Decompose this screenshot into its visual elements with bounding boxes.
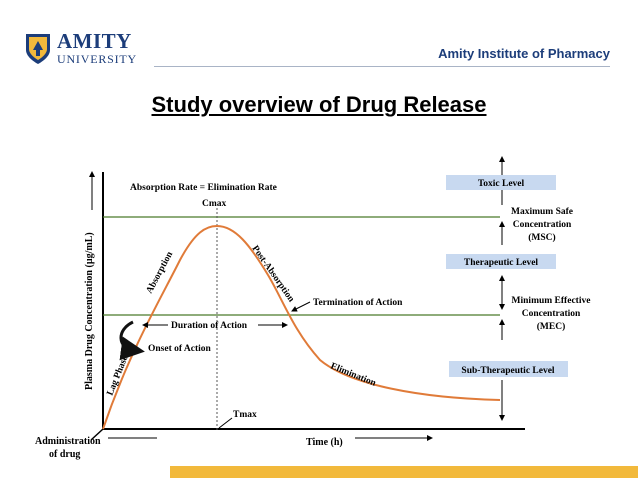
mec-label-line2: Concentration — [522, 309, 581, 319]
origin-tick — [90, 428, 104, 441]
y-axis-label: Plasma Drug Concentration (µg/mL) — [84, 232, 95, 390]
absorption-equals-elimination-label: Absorption Rate = Elimination Rate — [130, 183, 277, 193]
msc-label-line2: Concentration — [513, 220, 572, 230]
toxic-level-label: Toxic Level — [478, 179, 525, 189]
sub-therapeutic-level-label: Sub-Therapeutic Level — [461, 366, 555, 376]
msc-label-line1: Maximum Safe — [511, 207, 573, 217]
slide-title: Study overview of Drug Release — [151, 92, 487, 117]
sub-therapeutic-level-box — [449, 361, 568, 377]
logo-subtitle: UNIVERSITY — [57, 52, 137, 66]
origin-label-line2: of drug — [49, 449, 80, 460]
concentration-curve — [102, 224, 501, 430]
shield-icon — [26, 34, 50, 64]
toxic-level-box — [446, 175, 556, 190]
msc-label-line3: (MSC) — [528, 232, 555, 243]
absorption-label: Absorption — [145, 250, 176, 296]
x-axis-label: Time (h) — [306, 437, 343, 448]
onset-curved-arrow — [119, 320, 145, 361]
elimination-label: Elimination — [329, 362, 378, 390]
termination-pointer — [291, 301, 311, 312]
tmax-pointer — [218, 417, 233, 429]
mec-label-line3: (MEC) — [537, 321, 566, 332]
therapeutic-level-box — [446, 254, 556, 269]
amity-logo: AMITY UNIVERSITY — [24, 29, 154, 70]
accent-bar — [170, 466, 638, 478]
cmax-label: Cmax — [202, 199, 227, 209]
header-divider — [154, 66, 610, 67]
tmax-label: Tmax — [233, 410, 257, 420]
institute-name: Amity Institute of Pharmacy — [438, 46, 610, 61]
origin-label-line1: Administration — [35, 436, 101, 447]
duration-label: Duration of Action — [171, 321, 248, 331]
post-absorption-label: Post-Absorption — [250, 244, 297, 305]
onset-label: Onset of Action — [148, 344, 212, 354]
therapeutic-level-label: Therapeutic Level — [464, 258, 539, 268]
termination-label: Termination of Action — [313, 298, 403, 308]
mec-label-line1: Minimum Effective — [512, 296, 591, 306]
logo-name: AMITY — [57, 29, 132, 53]
